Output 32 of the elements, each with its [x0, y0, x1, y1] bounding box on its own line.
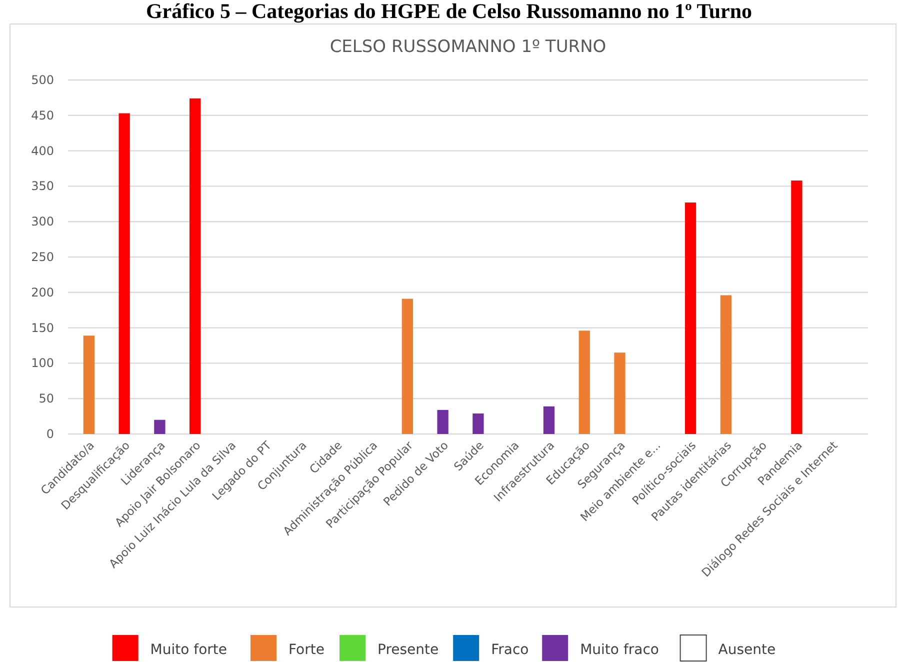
y-tick-label: 450 — [31, 108, 54, 122]
y-tick-label: 400 — [31, 144, 54, 158]
bar — [83, 336, 94, 434]
bar — [614, 352, 626, 434]
y-tick-label: 0 — [46, 427, 54, 441]
legend-label: Fraco — [491, 642, 529, 658]
bar — [720, 295, 732, 434]
y-tick-label: 200 — [31, 285, 54, 300]
text: Gráfico 5 – Categorias do HGPE de Celso Russomanno no 1º Turno — [146, 0, 752, 23]
y-tick-label: 300 — [31, 214, 54, 229]
bar — [437, 410, 448, 434]
bar — [190, 98, 201, 434]
y-tick-label: 150 — [31, 320, 54, 335]
y-tick-label: 350 — [31, 179, 54, 194]
legend-label: Ausente — [718, 642, 776, 658]
bar — [543, 406, 555, 434]
y-tick-label: 500 — [31, 73, 54, 87]
legend-label: Muito fraco — [580, 642, 659, 658]
y-tick-label: 250 — [31, 250, 54, 264]
bar — [118, 113, 130, 434]
chart-title: CELSO RUSSOMANNO 1º TURNO — [330, 37, 606, 57]
bar — [578, 330, 590, 434]
y-tick-label: 50 — [38, 392, 54, 406]
bar — [154, 420, 166, 434]
bar — [472, 413, 484, 434]
legend-label: Muito forte — [150, 642, 228, 658]
bar — [791, 180, 802, 434]
legend-label: Presente — [378, 642, 439, 658]
y-tick-label: 100 — [31, 356, 54, 370]
legend-label: Forte — [288, 642, 324, 658]
bar — [684, 202, 696, 434]
bar — [402, 298, 413, 434]
